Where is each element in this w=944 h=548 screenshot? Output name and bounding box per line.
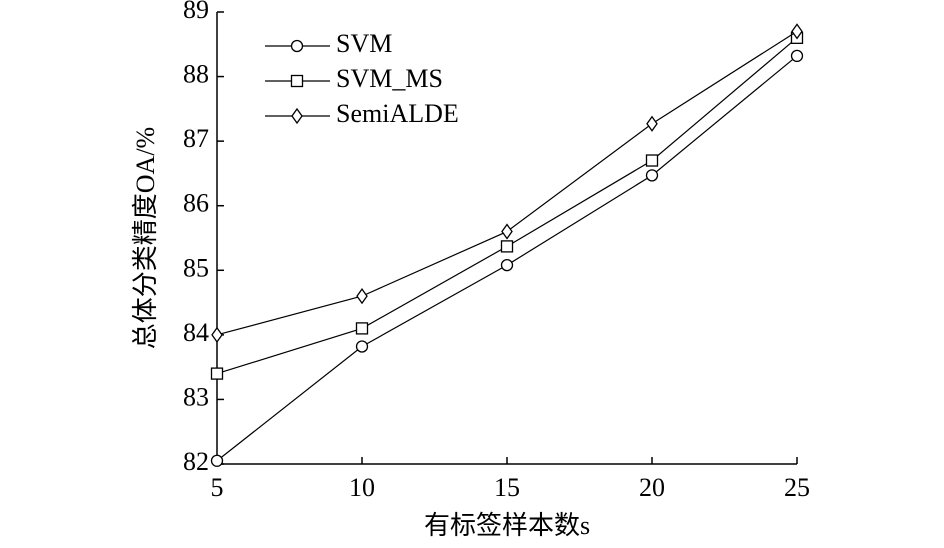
series-line <box>216 30 798 336</box>
point <box>210 454 224 467</box>
point <box>500 240 514 253</box>
y-tick-label: 84 <box>183 318 209 347</box>
y-tick-label: 83 <box>183 382 209 411</box>
point <box>646 115 658 132</box>
y-tick-label: 85 <box>183 253 209 282</box>
x-tick-label: 25 <box>784 473 810 502</box>
point <box>356 287 368 305</box>
x-tick-label: 20 <box>639 473 665 502</box>
point <box>210 367 224 380</box>
y-tick-label: 88 <box>183 60 209 89</box>
point <box>791 23 803 40</box>
y-tick-label: 86 <box>183 189 209 218</box>
y-axis-label: 总体分类精度OA/% <box>131 127 160 349</box>
x-tick-label: 10 <box>349 473 375 502</box>
y-tick-label: 89 <box>183 0 209 24</box>
legend-marker <box>291 107 303 125</box>
series-line <box>216 55 798 462</box>
series-line <box>216 37 798 375</box>
point <box>645 154 659 167</box>
legend-label: SemiALDE <box>336 99 459 128</box>
legend-label: SVM_MS <box>336 64 443 93</box>
point <box>211 326 223 343</box>
legend-label: SVM <box>336 29 392 58</box>
x-tick-label: 5 <box>211 473 224 502</box>
point <box>501 223 513 240</box>
point <box>355 322 369 335</box>
legend-marker <box>290 74 304 88</box>
point <box>790 49 804 63</box>
x-tick-label: 15 <box>494 473 520 502</box>
legend-marker <box>290 39 304 53</box>
y-tick-label: 87 <box>183 124 209 153</box>
point <box>355 340 369 353</box>
x-axis-label: 有标签样本数s <box>424 511 590 540</box>
point <box>645 169 659 182</box>
point <box>500 258 514 272</box>
y-tick-label: 82 <box>183 447 209 476</box>
